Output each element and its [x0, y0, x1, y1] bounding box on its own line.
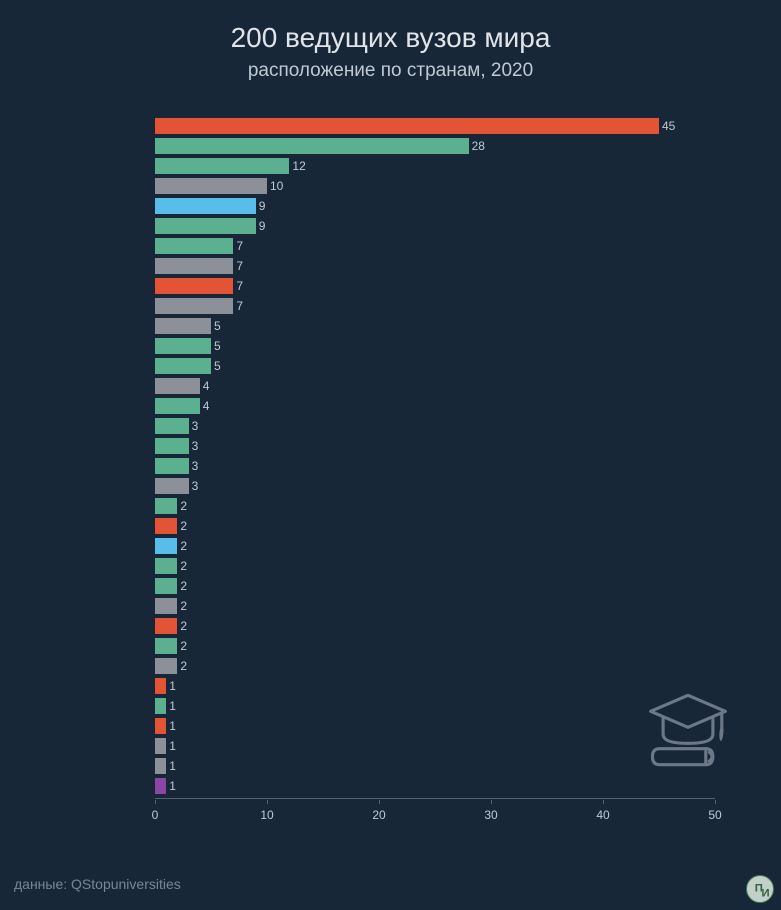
bar — [155, 558, 177, 574]
bar-value: 2 — [177, 598, 187, 614]
bar-value: 2 — [177, 558, 187, 574]
bar-value: 5 — [211, 318, 221, 334]
bar — [155, 158, 289, 174]
x-axis-tick-label: 40 — [596, 808, 609, 822]
source-text: данные: QStopuniversities — [14, 876, 181, 892]
bar-value: 1 — [166, 678, 176, 694]
bar — [155, 298, 233, 314]
plot-area: 01020304050 США45Великобритания28Германи… — [155, 118, 715, 818]
bar — [155, 778, 166, 794]
bar-value: 1 — [166, 738, 176, 754]
x-axis-tick — [155, 800, 156, 804]
source-logo-icon: П И — [745, 874, 775, 904]
bar-value: 7 — [233, 278, 243, 294]
chart-container: 200 ведущих вузов мира расположение по с… — [0, 0, 781, 910]
x-axis-line — [155, 798, 715, 799]
bar-value: 10 — [267, 178, 283, 194]
bar — [155, 338, 211, 354]
x-axis-tick — [491, 800, 492, 804]
bar-value: 3 — [189, 478, 199, 494]
bar — [155, 698, 166, 714]
bar-value: 2 — [177, 518, 187, 534]
bar-value: 5 — [211, 358, 221, 374]
bar-value: 4 — [200, 398, 210, 414]
bar — [155, 458, 189, 474]
svg-text:И: И — [762, 888, 770, 900]
bar — [155, 138, 469, 154]
bar — [155, 258, 233, 274]
bar-value: 2 — [177, 498, 187, 514]
bar — [155, 738, 166, 754]
bar — [155, 758, 166, 774]
x-axis-tick — [379, 800, 380, 804]
bar-value: 1 — [166, 778, 176, 794]
x-axis-tick-label: 30 — [484, 808, 497, 822]
x-axis: 01020304050 — [155, 798, 715, 818]
bar — [155, 238, 233, 254]
x-axis-tick-label: 20 — [372, 808, 385, 822]
x-axis-tick — [267, 800, 268, 804]
bar — [155, 398, 200, 414]
bar — [155, 658, 177, 674]
bar — [155, 198, 256, 214]
bar — [155, 478, 189, 494]
chart-title: 200 ведущих вузов мира — [0, 0, 781, 54]
bar — [155, 598, 177, 614]
x-axis-tick — [715, 800, 716, 804]
bar — [155, 578, 177, 594]
bar-value: 4 — [200, 378, 210, 394]
bar — [155, 218, 256, 234]
bar-value: 2 — [177, 638, 187, 654]
x-axis-tick-label: 10 — [260, 808, 273, 822]
bar-value: 2 — [177, 538, 187, 554]
x-axis-tick — [603, 800, 604, 804]
bar-value: 28 — [469, 138, 485, 154]
bar-value: 12 — [289, 158, 305, 174]
bar-value: 1 — [166, 698, 176, 714]
bar-value: 45 — [659, 118, 675, 134]
bar-value: 3 — [189, 438, 199, 454]
bar — [155, 718, 166, 734]
bar — [155, 518, 177, 534]
bar — [155, 378, 200, 394]
bar-value: 2 — [177, 578, 187, 594]
bar-value: 9 — [256, 198, 266, 214]
bar — [155, 118, 659, 134]
bar — [155, 358, 211, 374]
bar — [155, 618, 177, 634]
bar-value: 1 — [166, 758, 176, 774]
graduation-icon — [643, 690, 733, 770]
x-axis-tick-label: 50 — [708, 808, 721, 822]
bar-value: 5 — [211, 338, 221, 354]
bar — [155, 638, 177, 654]
bar — [155, 418, 189, 434]
bar-value: 1 — [166, 718, 176, 734]
bar-value: 9 — [256, 218, 266, 234]
bar-value: 7 — [233, 238, 243, 254]
bar — [155, 498, 177, 514]
bar — [155, 278, 233, 294]
bar-value: 7 — [233, 258, 243, 274]
bar-value: 3 — [189, 458, 199, 474]
x-axis-tick-label: 0 — [152, 808, 159, 822]
bar-value: 7 — [233, 298, 243, 314]
bar-value: 2 — [177, 618, 187, 634]
bar — [155, 438, 189, 454]
chart-subtitle: расположение по странам, 2020 — [0, 60, 781, 82]
bar-value: 3 — [189, 418, 199, 434]
bar — [155, 318, 211, 334]
bar — [155, 538, 177, 554]
bar-value: 2 — [177, 658, 187, 674]
bar — [155, 678, 166, 694]
bar — [155, 178, 267, 194]
